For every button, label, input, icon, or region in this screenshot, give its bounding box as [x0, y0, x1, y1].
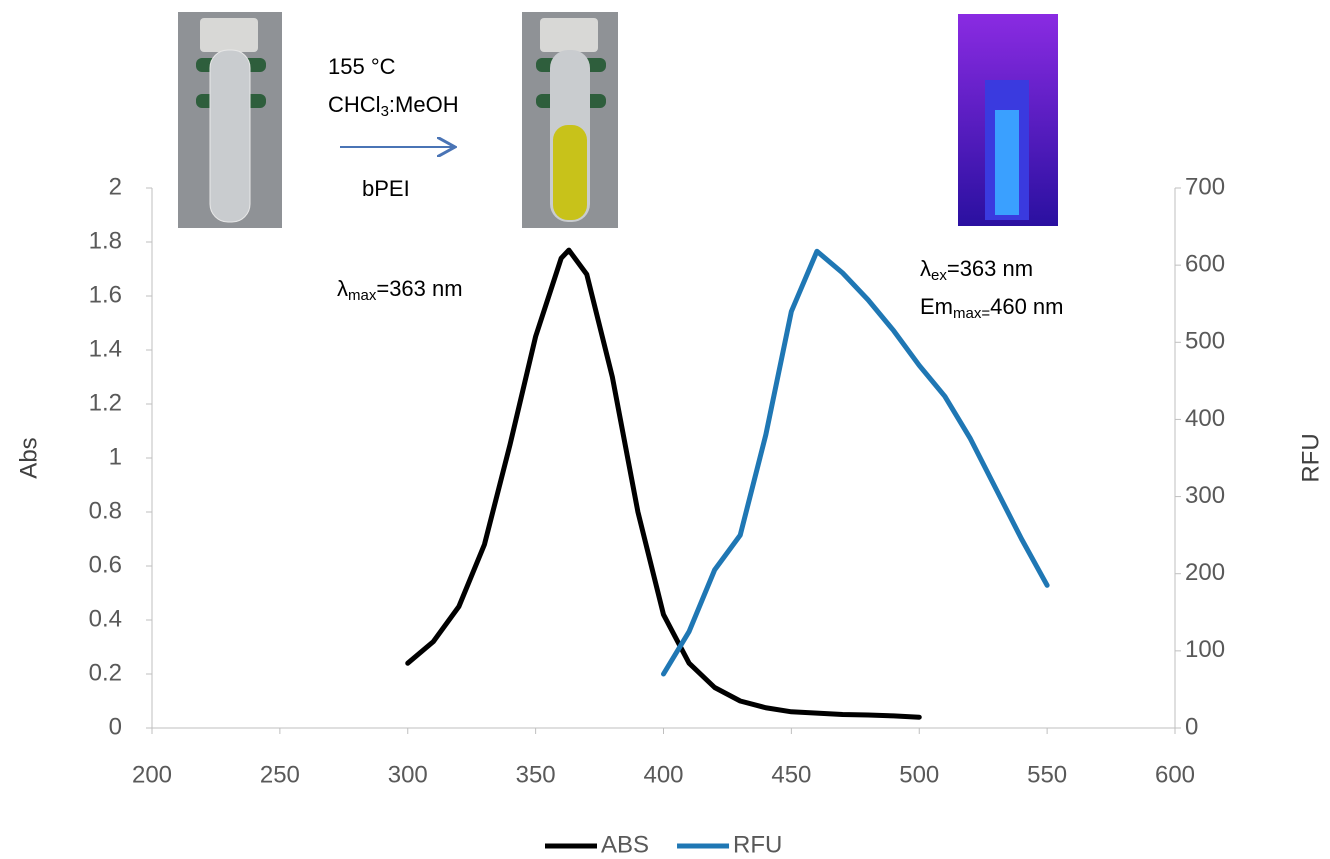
y-axis-title: Abs — [15, 437, 42, 478]
y2-axis-title: RFU — [1297, 433, 1324, 482]
y2-tick-label: 100 — [1185, 636, 1225, 663]
y2-tick-label: 0 — [1185, 713, 1198, 740]
y-tick-label: 2 — [109, 173, 122, 200]
photo-uv-cuvette — [958, 14, 1058, 226]
photo-yellow-vial — [522, 12, 618, 228]
y-tick-label: 0.4 — [89, 605, 122, 632]
annotation: bPEI — [362, 176, 410, 201]
x-tick-label: 250 — [260, 761, 300, 788]
legend-label: RFU — [733, 831, 782, 858]
annotation: 155 °C — [328, 54, 396, 79]
y-tick-label: 1.6 — [89, 281, 122, 308]
x-tick-label: 350 — [516, 761, 556, 788]
y2-tick-label: 700 — [1185, 173, 1225, 200]
y2-tick-label: 500 — [1185, 328, 1225, 355]
y-tick-label: 1.4 — [89, 335, 122, 362]
photo-clear-vial — [178, 12, 282, 228]
y-tick-label: 0.8 — [89, 497, 122, 524]
annotation: CHCl3:MeOH — [328, 92, 459, 120]
y2-tick-label: 200 — [1185, 559, 1225, 586]
y-tick-label: 0 — [109, 713, 122, 740]
x-tick-label: 600 — [1155, 761, 1195, 788]
legend-label: ABS — [601, 831, 649, 858]
y2-tick-label: 400 — [1185, 405, 1225, 432]
x-tick-label: 200 — [132, 761, 172, 788]
series-line — [661, 248, 1050, 677]
series-line — [405, 247, 922, 720]
y-tick-label: 1.2 — [89, 389, 122, 416]
y-tick-label: 0.2 — [89, 659, 122, 686]
y2-tick-label: 300 — [1185, 482, 1225, 509]
annotation: Emmax=460 nm — [920, 294, 1064, 322]
y-tick-label: 1.8 — [89, 227, 122, 254]
x-tick-label: 500 — [899, 761, 939, 788]
x-tick-label: 300 — [388, 761, 428, 788]
x-tick-label: 550 — [1027, 761, 1067, 788]
x-tick-label: 450 — [771, 761, 811, 788]
annotation: λmax=363 nm — [337, 276, 463, 304]
y-tick-label: 0.6 — [89, 551, 122, 578]
x-tick-label: 400 — [643, 761, 683, 788]
annotation: λex=363 nm — [920, 256, 1033, 284]
y-tick-label: 1 — [109, 443, 122, 470]
y2-tick-label: 600 — [1185, 250, 1225, 277]
